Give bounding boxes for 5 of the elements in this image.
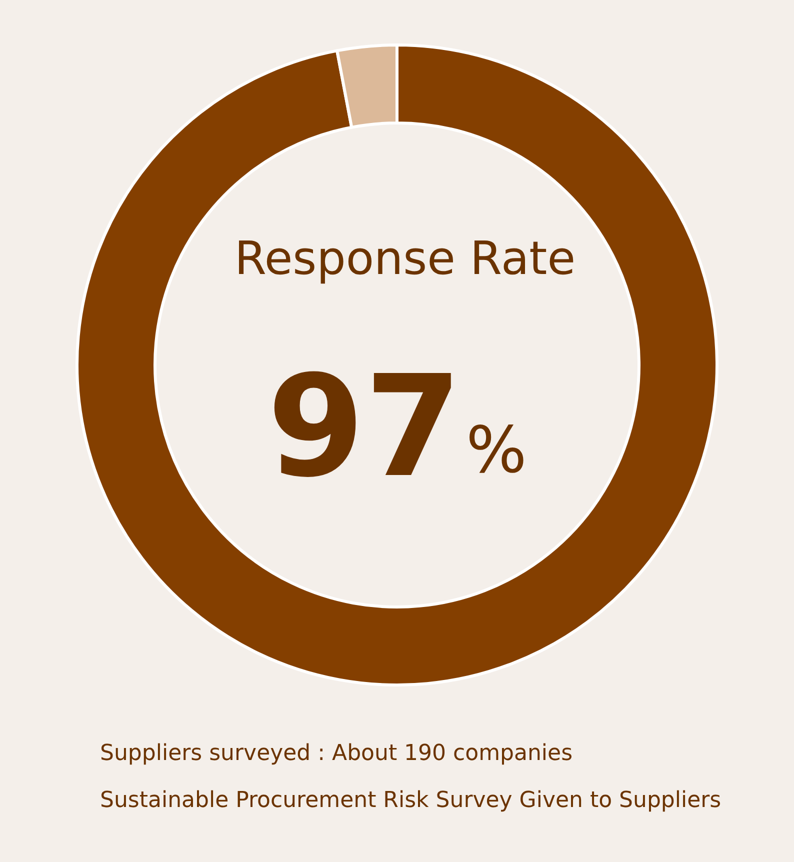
text: Suppliers surveyed : About 190 companies — [100, 740, 574, 768]
text: Response Rate — [234, 231, 576, 285]
donut-slice — [76, 44, 718, 686]
text: Sustainable Procurement Risk Survey Given to Suppliers — [100, 787, 722, 815]
data-label: 97% — [267, 346, 527, 509]
